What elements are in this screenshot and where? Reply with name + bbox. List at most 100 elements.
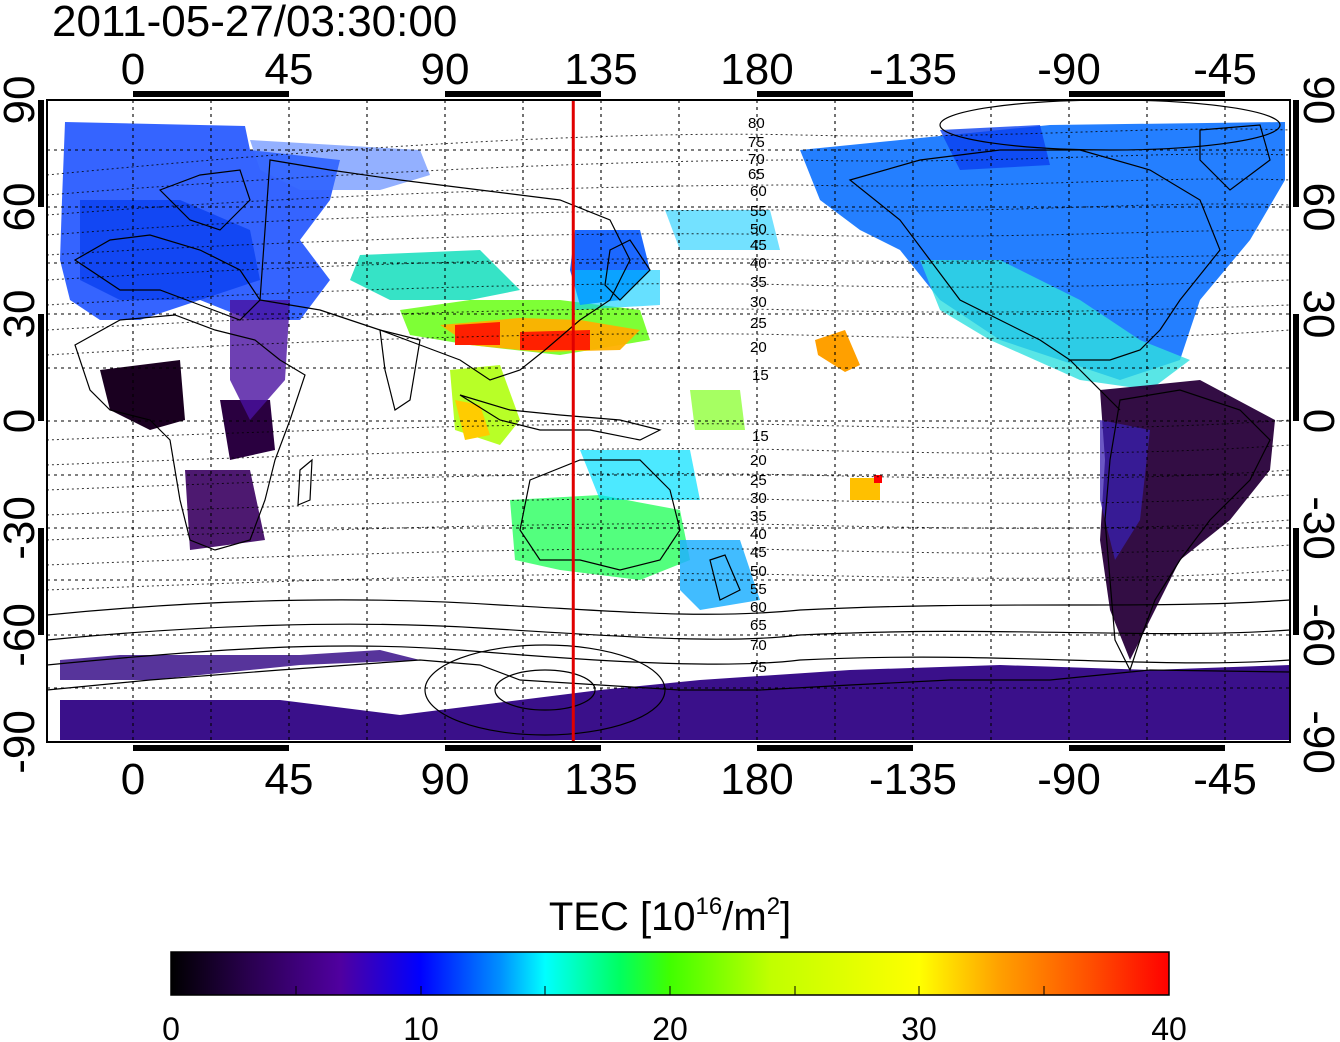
top-tick-label: 90 (421, 45, 470, 94)
geomag-label: 55 (750, 581, 767, 598)
top-tick-label: -45 (1193, 45, 1257, 94)
geomag-label: 45 (750, 237, 767, 254)
colorbar-minor-ticks (295, 986, 1045, 995)
geomag-label: 20 (750, 452, 767, 469)
tec-region-pacific-patches (690, 390, 745, 430)
right-tick-label: -60 (1294, 603, 1340, 667)
coast-africa (74, 314, 306, 551)
left-tick-label: -30 (0, 496, 44, 560)
right-tick-label: 30 (1294, 290, 1340, 339)
coast-australia (519, 459, 681, 571)
tec-region-nz (680, 540, 760, 610)
left-latitude-ticks: 90 60 30 0 -30 -60 -90 (0, 76, 44, 774)
coast-asia (259, 159, 631, 381)
bottom-tick-label: -90 (1037, 755, 1101, 804)
coast-japan (604, 239, 651, 301)
bottom-tick-label: 90 (421, 755, 470, 804)
geomag-label: 55 (750, 203, 767, 220)
left-tick-label: 90 (0, 76, 44, 125)
geomag-label: 25 (750, 315, 767, 332)
coast-india (379, 329, 421, 411)
left-tick-label: 30 (0, 290, 44, 339)
coast-indonesia (459, 394, 662, 441)
geomag-labels: 80 75 70 65 60 55 50 45 40 35 30 25 20 1… (748, 115, 769, 676)
geomag-label: 35 (750, 508, 767, 525)
right-tick-label: 60 (1294, 183, 1340, 232)
geomag-label: 75 (748, 134, 765, 151)
tec-region-africa-south (185, 470, 265, 550)
geomag-label: 75 (750, 659, 767, 676)
top-tick-label: 135 (564, 45, 637, 94)
geomag-label: 70 (750, 637, 767, 654)
colorbar-tick-label: 0 (162, 1011, 180, 1042)
geomag-label: 65 (750, 617, 767, 634)
colorbar-tick-label: 20 (652, 1011, 688, 1042)
geomag-label: 60 (750, 183, 767, 200)
top-tick-label: -90 (1037, 45, 1101, 94)
right-tick-label: -30 (1294, 496, 1340, 560)
right-latitude-ticks: 90 60 30 0 -30 -60 -90 (1294, 76, 1340, 774)
grid (47, 100, 1290, 742)
geomag-label: 15 (752, 367, 769, 384)
geomag-label: 35 (750, 274, 767, 291)
tec-region-hawaii (815, 330, 860, 372)
geomag-label: 60 (750, 599, 767, 616)
colorbar-tick-label: 10 (403, 1011, 439, 1042)
left-tick-label: 60 (0, 183, 44, 232)
colorbar-tick-label: 30 (901, 1011, 937, 1042)
geomag-label: 20 (750, 339, 767, 356)
geomag-label: 30 (750, 294, 767, 311)
tec-region-tahiti (850, 478, 880, 500)
geomag-label: 50 (750, 563, 767, 580)
right-tick-label: -90 (1294, 710, 1340, 774)
coast-central-america (1069, 359, 1121, 411)
coast-south-america (1104, 389, 1271, 672)
tec-hotspot-pacific (874, 475, 882, 483)
right-tick-label: 0 (1294, 409, 1340, 433)
tec-region-antarctic-patches (60, 650, 420, 680)
axis-ticks (38, 91, 1299, 751)
coast-north-america (848, 149, 1221, 361)
tec-region-pacific-north (665, 210, 780, 250)
coast-madagascar (297, 458, 313, 506)
geomag-label: 80 (748, 115, 765, 132)
map-panel: 80 75 70 65 60 55 50 45 40 35 30 25 20 1… (47, 100, 1290, 742)
tec-region-south-america-west (1100, 420, 1150, 560)
geomag-label: 70 (748, 151, 765, 168)
bottom-tick-label: 45 (265, 755, 314, 804)
bottom-tick-label: -45 (1193, 755, 1257, 804)
right-tick-label: 90 (1294, 76, 1340, 125)
geomag-label: 65 (748, 166, 765, 183)
colorbar-title: TEC [1016/m2] (549, 893, 791, 939)
tec-region-africa-east (220, 400, 275, 460)
geomag-contours (47, 128, 1290, 591)
timestamp-title: 2011-05-27/03:30:00 (52, 0, 457, 46)
bottom-tick-label: -135 (869, 755, 957, 804)
tec-region-australia (510, 495, 690, 580)
geomag-label: 40 (750, 526, 767, 543)
tec-region-us-cyan (920, 260, 1190, 390)
geomag-label: 30 (750, 490, 767, 507)
geomag-label: 40 (750, 255, 767, 272)
map-frame (46, 99, 1291, 743)
tec-region-africa-band (230, 300, 290, 420)
geomag-contours-solid (47, 100, 1290, 736)
geomag-label: 45 (750, 544, 767, 561)
colorbar-tick-labels: 0 10 20 30 40 (162, 1011, 1187, 1042)
bottom-longitude-ticks: 0 45 90 135 180 -135 -90 -45 (121, 755, 1257, 804)
top-tick-label: -135 (869, 45, 957, 94)
coastlines (47, 124, 1290, 691)
geomag-label: 25 (750, 472, 767, 489)
tec-region-north-america (800, 122, 1285, 380)
geomag-label: 50 (750, 221, 767, 238)
coast-scandinavia (158, 169, 251, 231)
tec-region-antarctic-band (60, 665, 1290, 740)
left-tick-label: -90 (0, 710, 44, 774)
tec-data-layer (60, 122, 1290, 740)
top-tick-label: 45 (265, 45, 314, 94)
left-tick-label: 0 (0, 409, 44, 433)
left-tick-label: -60 (0, 603, 44, 667)
coast-greenland (1199, 124, 1271, 191)
tec-region-sumatra (455, 400, 490, 440)
